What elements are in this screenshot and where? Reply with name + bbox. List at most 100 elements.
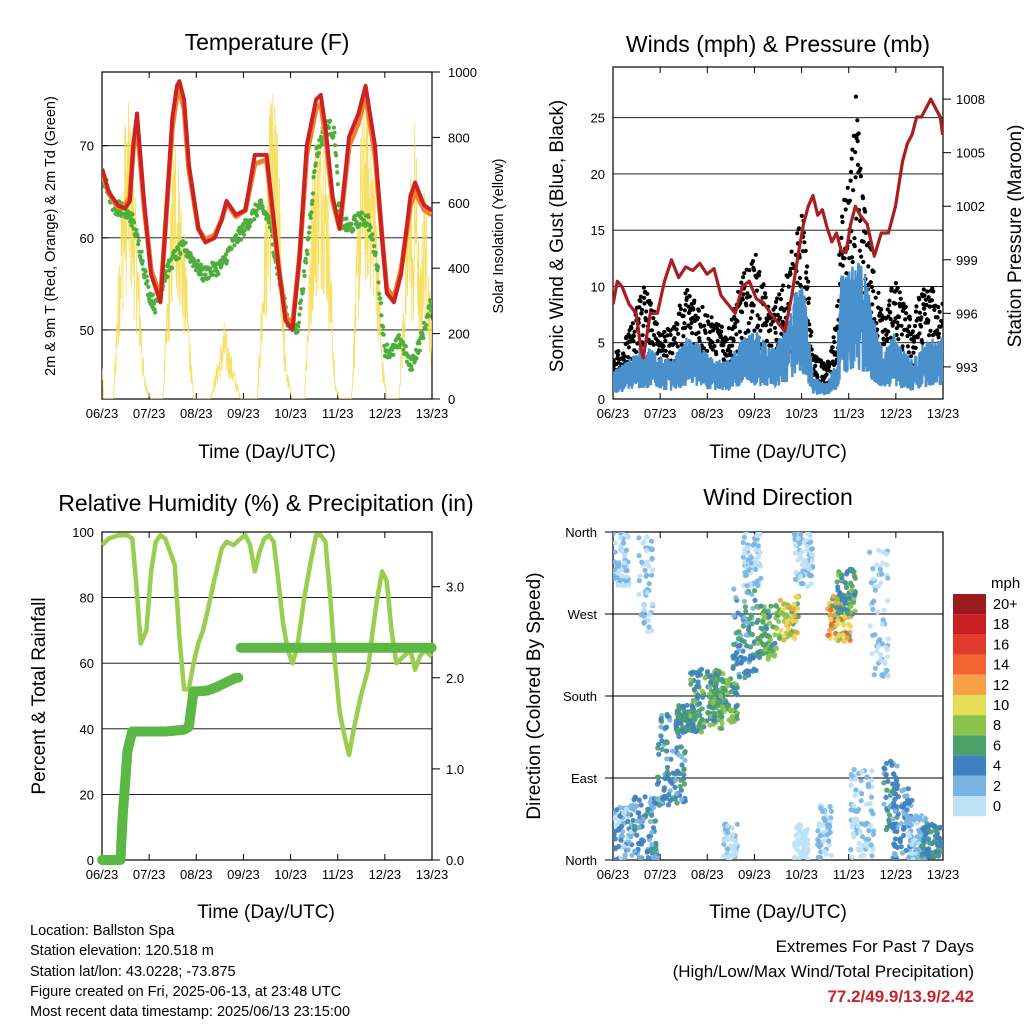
direction-point bbox=[777, 597, 784, 603]
direction-point bbox=[656, 751, 662, 757]
dewpoint-point bbox=[303, 256, 308, 261]
gust-point bbox=[835, 304, 840, 309]
gust-point bbox=[917, 331, 922, 336]
direction-point bbox=[858, 798, 864, 804]
direction-point bbox=[856, 806, 862, 812]
direction-point bbox=[710, 698, 716, 705]
direction-point bbox=[676, 706, 682, 712]
temperature-y2tick-label: 400 bbox=[448, 261, 470, 276]
gust-point bbox=[755, 313, 760, 318]
gust-point bbox=[712, 344, 717, 349]
gust-point bbox=[679, 342, 684, 347]
direction-point bbox=[870, 606, 876, 612]
direction-point bbox=[843, 584, 850, 591]
direction-point bbox=[798, 823, 804, 829]
humidity-xtick-label: 11/23 bbox=[322, 867, 354, 882]
direction-point bbox=[878, 652, 884, 658]
direction-legend-title: mph bbox=[991, 575, 1020, 592]
gust-point bbox=[887, 303, 892, 308]
humidity-y2tick-label: 1.0 bbox=[446, 762, 464, 777]
gust-point bbox=[642, 295, 647, 300]
direction-point bbox=[900, 832, 907, 839]
direction-point bbox=[828, 808, 835, 814]
speed-legend-swatch bbox=[953, 796, 986, 817]
direction-point bbox=[743, 632, 749, 638]
dewpoint-point bbox=[203, 272, 208, 277]
direction-point bbox=[868, 808, 875, 814]
gust-point bbox=[778, 315, 783, 320]
winds-ylabel-right: Station Pressure (Maroon) bbox=[1005, 125, 1024, 348]
gust-point bbox=[918, 324, 924, 329]
winds-y2tick-label: 1002 bbox=[956, 199, 985, 214]
direction-point bbox=[653, 840, 659, 846]
direction-point bbox=[880, 617, 886, 623]
extremes-values: 77.2/49.9/13.9/2.42 bbox=[827, 987, 974, 1006]
direction-point bbox=[664, 724, 670, 730]
gust-point bbox=[937, 309, 942, 314]
direction-point bbox=[852, 592, 858, 598]
direction-point bbox=[734, 821, 741, 827]
direction-point bbox=[764, 625, 770, 632]
direction-point bbox=[658, 724, 664, 730]
gust-point bbox=[852, 236, 857, 241]
direction-point bbox=[622, 560, 628, 566]
temperature-ylabel-right: Solar Insolation (Yellow) bbox=[491, 158, 507, 313]
dewpoint-point bbox=[192, 259, 197, 264]
direction-point bbox=[679, 762, 685, 768]
direction-point bbox=[925, 854, 931, 860]
direction-point bbox=[698, 729, 705, 735]
direction-point bbox=[898, 821, 904, 827]
gust-point bbox=[860, 196, 866, 201]
direction-point bbox=[898, 804, 904, 810]
direction-point bbox=[768, 603, 774, 609]
dewpoint-point bbox=[299, 298, 304, 303]
gust-point bbox=[840, 214, 845, 219]
direction-point bbox=[618, 837, 624, 843]
direction-point bbox=[885, 778, 891, 785]
direction-point bbox=[670, 770, 676, 776]
gust-point bbox=[639, 311, 644, 316]
direction-point bbox=[905, 855, 911, 860]
direction-point bbox=[644, 547, 650, 554]
direction-point bbox=[619, 548, 625, 554]
dewpoint-point bbox=[216, 271, 221, 276]
temp-2m-line bbox=[102, 79, 432, 332]
direction-point bbox=[631, 807, 637, 813]
direction-point bbox=[905, 815, 911, 821]
direction-point bbox=[906, 831, 912, 837]
gust-point bbox=[674, 327, 679, 332]
winds-ytick-label: 5 bbox=[598, 336, 605, 351]
direction-point bbox=[716, 669, 722, 675]
dewpoint-point bbox=[401, 347, 406, 352]
direction-point bbox=[621, 843, 627, 849]
station-location: Location: Ballston Spa bbox=[30, 923, 175, 939]
gust-point bbox=[907, 324, 912, 329]
direction-point bbox=[694, 713, 700, 719]
gust-point bbox=[861, 259, 866, 265]
direction-point bbox=[661, 785, 668, 791]
gust-point bbox=[746, 321, 751, 326]
direction-point bbox=[792, 550, 798, 556]
dewpoint-point bbox=[296, 320, 301, 325]
gust-point bbox=[922, 311, 928, 317]
direction-point bbox=[682, 725, 688, 731]
direction-point bbox=[696, 724, 702, 730]
dewpoint-point bbox=[400, 339, 406, 345]
dewpoint-point bbox=[247, 224, 252, 229]
dewpoint-point bbox=[132, 220, 137, 225]
gust-point bbox=[761, 282, 766, 287]
direction-point bbox=[749, 621, 755, 627]
direction-point bbox=[893, 775, 899, 781]
direction-point bbox=[707, 694, 713, 700]
gust-point bbox=[757, 316, 762, 321]
gust-point bbox=[858, 218, 863, 223]
gust-point bbox=[806, 296, 812, 301]
dewpoint-point bbox=[379, 313, 384, 318]
direction-point bbox=[676, 714, 682, 721]
gust-point bbox=[642, 301, 647, 306]
dewpoint-point bbox=[136, 242, 141, 247]
gust-point bbox=[917, 297, 922, 302]
gust-point bbox=[859, 254, 864, 259]
gust-point bbox=[868, 280, 873, 285]
